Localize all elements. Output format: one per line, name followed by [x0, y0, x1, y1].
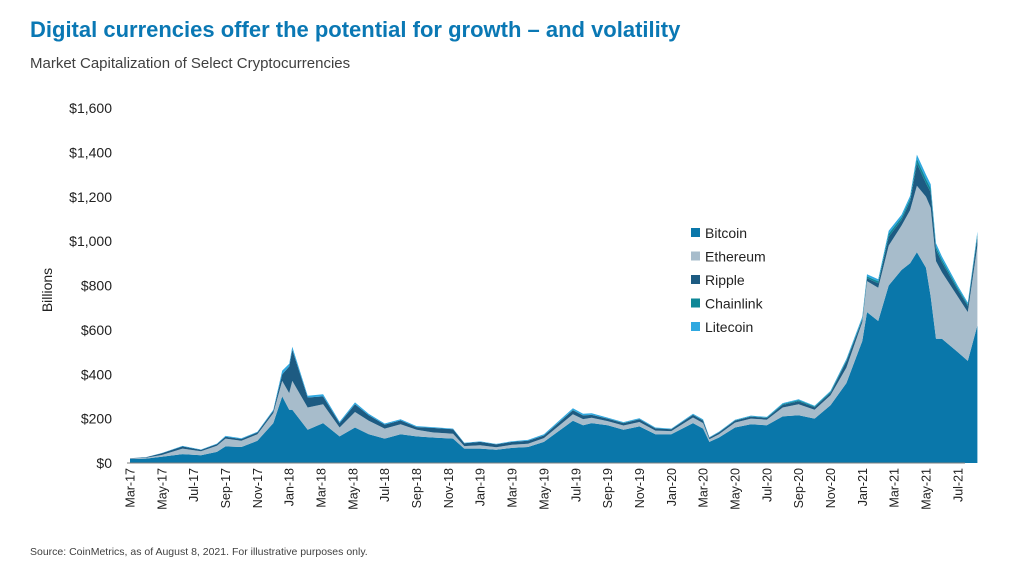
x-tick-label: Sep-20	[792, 468, 806, 508]
x-tick-label: Mar-19	[506, 468, 520, 508]
page-title: Digital currencies offer the potential f…	[30, 17, 681, 42]
x-tick-label: Jan-21	[856, 468, 870, 506]
legend-label: Bitcoin	[705, 225, 747, 241]
y-tick-label: $1,600	[69, 100, 112, 116]
x-tick-label: Jan-18	[283, 468, 297, 506]
x-tick-label: Mar-20	[697, 468, 711, 508]
x-tick-label: Nov-20	[824, 468, 838, 508]
stacked-areas	[130, 154, 978, 463]
x-tick-label: May-20	[728, 468, 742, 510]
y-tick-label: $1,400	[69, 144, 112, 160]
x-tick-label: Jul-20	[760, 468, 774, 502]
legend-swatch	[691, 251, 700, 261]
x-tick-label: Sep-17	[219, 468, 233, 508]
x-tick-label: Jul-17	[187, 468, 201, 502]
x-tick-label: Mar-17	[124, 468, 138, 508]
x-tick-label: Jul-19	[569, 468, 583, 502]
legend-swatch	[691, 228, 700, 237]
chart-subtitle: Market Capitalization of Select Cryptocu…	[30, 55, 351, 72]
legend-swatch	[691, 275, 700, 284]
x-tick-label: Nov-19	[633, 468, 647, 508]
x-tick-label: Jul-18	[378, 468, 392, 502]
x-tick-label: Jan-20	[665, 468, 679, 506]
legend-item-litecoin: Litecoin	[691, 319, 753, 335]
x-tick-label: May-21	[920, 468, 934, 510]
legend-item-chainlink: Chainlink	[691, 296, 764, 312]
area-bitcoin	[130, 252, 978, 463]
legend-item-bitcoin: Bitcoin	[691, 225, 747, 241]
y-axis-ticks: $0 $200 $400 $600 $800 $1,000 $1,200 $1,400 $1,6…	[69, 100, 112, 471]
legend-swatch	[691, 322, 700, 331]
legend-label: Litecoin	[705, 319, 753, 335]
x-tick-label: May-18	[346, 468, 360, 510]
y-tick-label: $1,000	[69, 233, 112, 249]
x-tick-label: Sep-18	[410, 468, 424, 508]
legend-label: Chainlink	[705, 296, 764, 312]
legend-item-ethereum: Ethereum	[691, 249, 766, 265]
x-tick-label: Jul-21	[951, 468, 965, 502]
legend-item-ripple: Ripple	[691, 272, 745, 288]
x-tick-label: Jan-19	[474, 468, 488, 506]
y-tick-label: $200	[81, 411, 112, 427]
x-tick-label: Mar-21	[888, 468, 902, 508]
x-tick-label: Mar-18	[315, 468, 329, 508]
x-tick-label: May-19	[537, 468, 551, 510]
y-tick-label: $1,200	[69, 189, 112, 205]
x-tick-label: May-17	[155, 468, 169, 510]
x-tick-label: Nov-18	[442, 468, 456, 508]
x-tick-label: Nov-17	[251, 468, 265, 508]
y-tick-label: $0	[96, 455, 112, 471]
y-tick-label: $600	[81, 322, 112, 338]
legend-label: Ripple	[705, 272, 745, 288]
legend-label: Ethereum	[705, 249, 766, 265]
x-axis-ticks: Mar-17 May-17 Jul-17 Sep-17 Nov-17 Jan-18 Mar-…	[124, 468, 966, 510]
y-tick-label: $800	[81, 278, 112, 294]
y-tick-label: $400	[81, 366, 112, 382]
y-axis-label: Billions	[39, 268, 55, 312]
x-tick-label: Sep-19	[601, 468, 615, 508]
legend: Bitcoin Ethereum Ripple Chainlink Litecoin	[691, 225, 766, 335]
legend-swatch	[691, 298, 700, 308]
source-note: Source: CoinMetrics, as of August 8, 202…	[30, 546, 368, 558]
